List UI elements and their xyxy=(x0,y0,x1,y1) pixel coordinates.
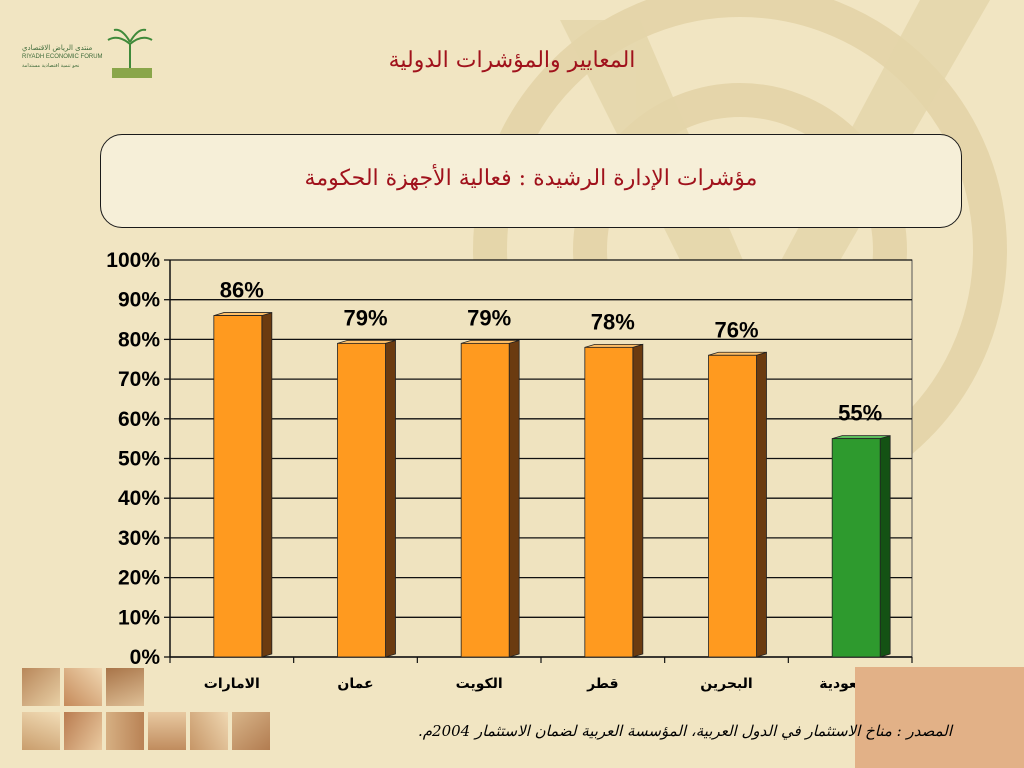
bar xyxy=(213,315,263,658)
thumbnail-6 xyxy=(106,712,144,750)
thumbnail-8 xyxy=(190,712,228,750)
data-label: 79% xyxy=(343,305,387,330)
bar xyxy=(584,346,634,658)
bar-top xyxy=(584,343,643,348)
bar xyxy=(708,354,757,658)
category-label: البحرين xyxy=(700,676,752,692)
data-label: 79% xyxy=(467,305,511,330)
category-label: قطر xyxy=(586,676,619,692)
bar-top xyxy=(337,339,396,344)
chart-title-box xyxy=(100,134,962,228)
y-tick-label: 30% xyxy=(118,527,160,550)
bar-side xyxy=(385,339,396,658)
source-note: المصدر : مناخ الاستثمار في الدول العربية… xyxy=(417,722,952,740)
photo-thumbnails xyxy=(22,668,272,760)
logo-tagline: نحو تنمية اقتصادية مستدامة xyxy=(22,63,80,69)
bar-top xyxy=(832,435,891,440)
chart-title: مؤشرات الإدارة الرشيدة : فعالية الأجهزة … xyxy=(304,166,758,191)
y-tick-label: 20% xyxy=(118,567,160,590)
y-tick-label: 0% xyxy=(130,646,161,669)
bar xyxy=(337,342,386,658)
category-label: الامارات xyxy=(204,676,260,692)
thumbnail-9 xyxy=(232,712,270,750)
y-tick-label: 60% xyxy=(118,408,160,431)
bar-side xyxy=(508,339,520,658)
bar-side xyxy=(632,343,644,658)
logo-arabic-name: منتدى الرياض الاقتصادي xyxy=(22,44,93,52)
thumbnail-2 xyxy=(64,668,102,706)
y-tick-label: 90% xyxy=(118,289,160,312)
y-tick-label: 70% xyxy=(118,368,160,391)
thumbnail-4 xyxy=(22,712,60,750)
bar-side xyxy=(261,312,273,658)
page-title: المعايير والمؤشرات الدولية xyxy=(388,48,636,73)
thumbnail-5 xyxy=(64,712,102,750)
category-label: الكويت xyxy=(456,676,503,692)
category-label: عمان xyxy=(337,676,373,692)
bar xyxy=(460,342,510,658)
bar-side xyxy=(879,435,891,658)
bar xyxy=(831,438,881,658)
y-tick-label: 100% xyxy=(106,249,160,272)
logo-english-name: RIYADH ECONOMIC FORUM xyxy=(22,54,103,60)
y-tick-label: 10% xyxy=(118,606,160,629)
y-tick-label: 80% xyxy=(118,328,160,351)
data-label: 86% xyxy=(220,278,264,303)
data-label: 76% xyxy=(714,317,758,342)
bar-top xyxy=(461,339,520,344)
y-tick-label: 40% xyxy=(118,487,160,510)
forum-logo xyxy=(8,22,168,82)
y-tick-label: 50% xyxy=(118,448,160,471)
source-accent-box xyxy=(855,667,1024,768)
thumbnail-7 xyxy=(148,712,186,750)
thumbnail-1 xyxy=(22,668,60,706)
bar-top xyxy=(708,351,767,356)
data-label: 55% xyxy=(838,401,882,426)
data-label: 78% xyxy=(591,309,635,334)
thumbnail-3 xyxy=(106,668,144,706)
bar-top xyxy=(213,312,272,316)
bar-side xyxy=(756,351,767,658)
